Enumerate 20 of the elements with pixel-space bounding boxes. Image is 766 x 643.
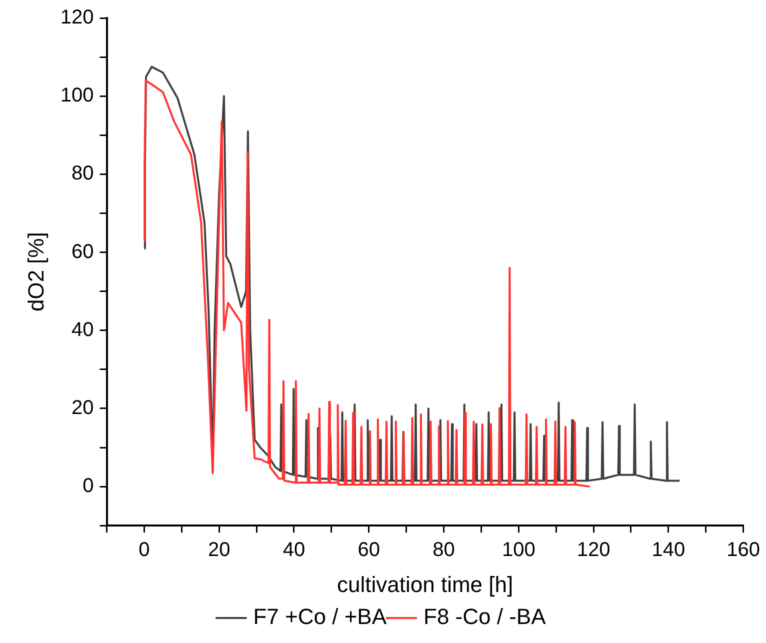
x-tick-label: 0: [138, 539, 150, 562]
legend-label: F7 +Co / +BA: [253, 604, 387, 630]
x-tick-label: 20: [208, 539, 230, 562]
x-axis-title: cultivation time [h]: [337, 572, 514, 597]
y-axis-title: dO2 [%]: [23, 232, 48, 312]
y-tick-label: 0: [82, 475, 94, 498]
x-tick-label: 160: [726, 539, 760, 562]
y-tick-label: 20: [72, 396, 94, 419]
x-tick-label: 100: [502, 539, 536, 562]
x-tick-label: 80: [432, 539, 455, 562]
x-tick-label: 120: [576, 539, 610, 562]
y-tick-label: 60: [72, 240, 94, 263]
y-tick-label: 100: [60, 84, 94, 107]
y-tick-label: 120: [60, 6, 94, 29]
x-tick-label: 40: [282, 539, 306, 562]
y-tick-label: 80: [72, 162, 94, 185]
x-tick-label: 60: [358, 539, 380, 562]
x-tick-label: 140: [652, 539, 686, 562]
y-tick-label: 40: [72, 318, 94, 341]
legend-label: F8 -Co / -BA: [424, 604, 546, 630]
